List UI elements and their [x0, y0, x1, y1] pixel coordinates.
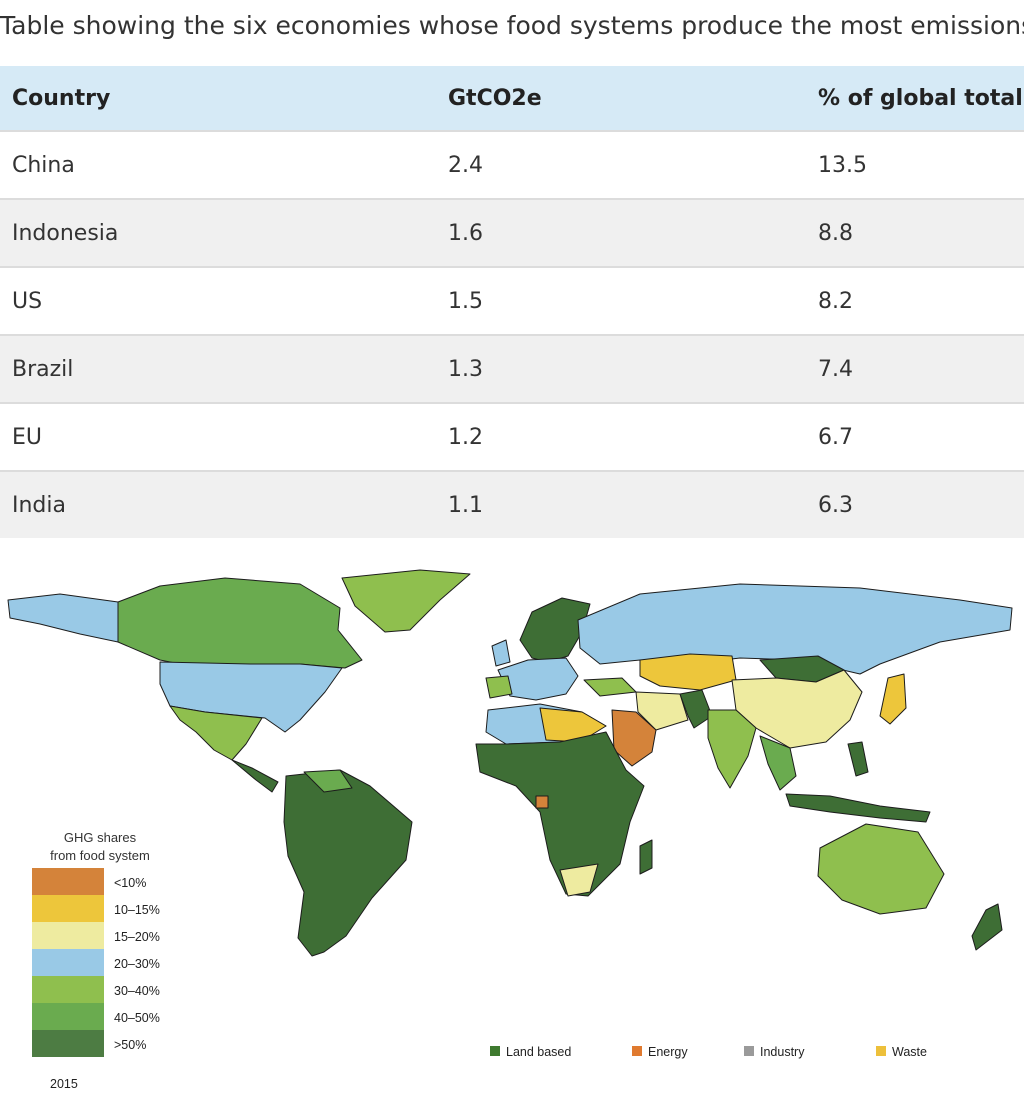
table-row: India 1.1 6.3 [0, 470, 1024, 538]
legend-swatch [32, 868, 104, 895]
region-philippines [847, 741, 869, 777]
region-australia [817, 823, 945, 915]
region-india [707, 709, 757, 789]
cell-gtco2e: 1.5 [436, 266, 806, 335]
region-southeast-asia [759, 735, 797, 791]
cell-country: US [0, 266, 436, 335]
region-russia [577, 583, 1013, 675]
legend-swatch [32, 1030, 104, 1057]
sector-swatch-energy [632, 1046, 642, 1056]
region-south-africa [559, 863, 599, 897]
legend-swatch [32, 949, 104, 976]
table-row: Indonesia 1.6 8.8 [0, 198, 1024, 267]
region-central-america [231, 759, 279, 793]
region-turkey [583, 677, 637, 697]
legend-swatch [32, 976, 104, 1003]
legend-title-line1: GHG shares [64, 830, 137, 845]
table-row: Brazil 1.3 7.4 [0, 334, 1024, 403]
sector-label: Energy [648, 1045, 688, 1059]
cell-percent: 6.3 [806, 470, 1024, 538]
legend-label: 30–40% [114, 984, 160, 998]
cell-country: India [0, 470, 436, 538]
table-row: US 1.5 8.2 [0, 266, 1024, 335]
region-iran [635, 691, 689, 731]
region-greenland [341, 569, 471, 633]
table-caption: Table showing the six economies whose fo… [0, 11, 1024, 40]
region-new-zealand [971, 903, 1003, 951]
region-usa [159, 661, 343, 733]
sector-label: Land based [506, 1045, 571, 1059]
legend-swatch [32, 1003, 104, 1030]
region-indonesia [785, 793, 931, 823]
legend-label: 15–20% [114, 930, 160, 944]
cell-percent: 7.4 [806, 334, 1024, 403]
sector-swatch-industry [744, 1046, 754, 1056]
region-canada [117, 577, 363, 669]
region-japan [879, 673, 907, 725]
region-kazakhstan [639, 653, 737, 691]
cell-country: Indonesia [0, 198, 436, 267]
legend-title-line2: from food system [50, 848, 150, 863]
region-iberia [485, 675, 513, 699]
cell-percent: 8.8 [806, 198, 1024, 267]
region-gabon [535, 795, 549, 809]
header-gtco2e: GtCO2e [436, 66, 806, 131]
ghg-shares-legend: GHG shares from food system <10% 10–15% … [32, 830, 160, 1091]
region-sub-saharan-africa [475, 731, 645, 897]
region-libya-egypt [539, 707, 607, 743]
sector-label: Industry [760, 1045, 805, 1059]
cell-gtco2e: 1.2 [436, 402, 806, 471]
region-venezuela [303, 769, 353, 793]
table-row: EU 1.2 6.7 [0, 402, 1024, 471]
sector-legend: Land based Energy Industry Waste [490, 1045, 927, 1059]
cell-gtco2e: 1.1 [436, 470, 806, 538]
table-row: China 2.4 13.5 [0, 130, 1024, 199]
cell-gtco2e: 2.4 [436, 130, 806, 199]
emissions-table: Country GtCO2e % of global total China 2… [0, 66, 1024, 538]
legend-swatch [32, 895, 104, 922]
cell-country: China [0, 130, 436, 199]
cell-percent: 6.7 [806, 402, 1024, 471]
region-pakistan [679, 689, 713, 729]
legend-swatch [32, 922, 104, 949]
table-header-row: Country GtCO2e % of global total [0, 66, 1024, 131]
cell-percent: 13.5 [806, 130, 1024, 199]
region-madagascar [639, 839, 653, 875]
cell-percent: 8.2 [806, 266, 1024, 335]
region-western-europe [497, 657, 579, 701]
legend-label: <10% [114, 876, 146, 890]
world-map: GHG shares from food system <10% 10–15% … [7, 569, 1013, 1091]
cell-gtco2e: 1.6 [436, 198, 806, 267]
cell-country: EU [0, 402, 436, 471]
legend-label: 40–50% [114, 1011, 160, 1025]
legend-year: 2015 [50, 1077, 78, 1091]
cell-country: Brazil [0, 334, 436, 403]
legend-label: 10–15% [114, 903, 160, 917]
region-south-america [283, 769, 413, 957]
legend-label: >50% [114, 1038, 146, 1052]
header-country: Country [0, 66, 436, 131]
legend-label: 20–30% [114, 957, 160, 971]
sector-swatch-land [490, 1046, 500, 1056]
cell-gtco2e: 1.3 [436, 334, 806, 403]
region-alaska [7, 593, 119, 643]
sector-swatch-waste [876, 1046, 886, 1056]
sector-label: Waste [892, 1045, 927, 1059]
region-uk [491, 639, 511, 667]
header-percent: % of global total [806, 66, 1024, 131]
